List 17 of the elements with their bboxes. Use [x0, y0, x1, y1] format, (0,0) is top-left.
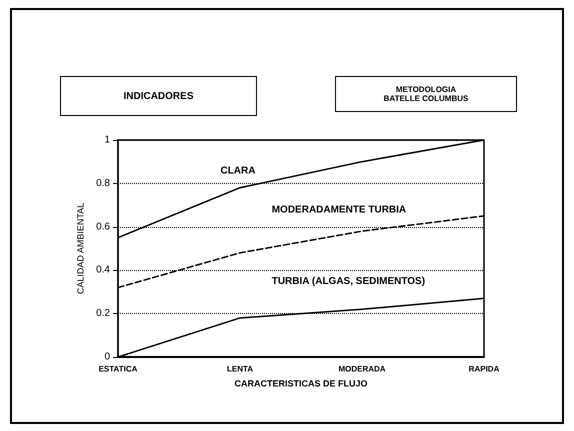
annotation: CLARA: [220, 166, 256, 177]
x-tick-label: LENTA: [226, 364, 254, 374]
chart-subtitle: METODOLOGIA BATELLE COLUMBUS: [335, 76, 517, 112]
x-tick-label: RAPIDA: [468, 364, 500, 374]
y-tick-label: 1: [104, 134, 110, 146]
y-tick-label: 0: [104, 352, 110, 362]
y-axis-title: CALIDAD AMBIENTAL: [76, 202, 86, 294]
annotation: TURBIA (ALGAS, SEDIMENTOS): [272, 276, 426, 288]
y-tick-label: 0.2: [96, 308, 110, 320]
y-tick-label: 0.4: [96, 264, 110, 276]
annotation: MODERADAMENTE TURBIA: [272, 204, 406, 216]
x-axis-title: CARACTERISTICAS DE FLUJO: [234, 378, 368, 388]
x-tick-label: ESTATICA: [98, 364, 138, 374]
chart-title: INDICADORES: [60, 76, 257, 116]
y-tick-label: 0.8: [96, 178, 110, 189]
x-tick-label: MODERADA: [338, 364, 386, 374]
y-tick-label: 0.6: [96, 221, 110, 232]
